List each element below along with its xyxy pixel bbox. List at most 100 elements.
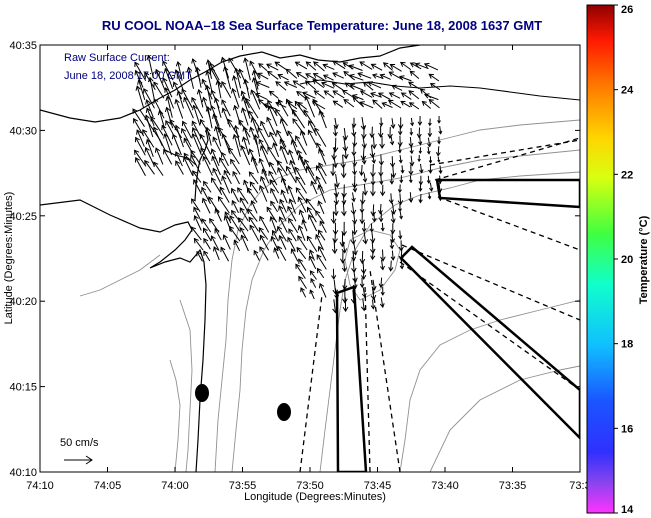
current-vector: [381, 102, 393, 108]
current-vector: [438, 126, 443, 135]
current-vector: [428, 98, 440, 109]
current-vector: [249, 60, 261, 80]
current-vector: [278, 216, 288, 233]
current-vector: [260, 145, 270, 166]
current-vector: [181, 120, 192, 139]
current-vector: [351, 250, 357, 262]
current-vector: [302, 91, 316, 99]
current-vector: [350, 289, 357, 304]
current-vector: [278, 205, 287, 222]
current-vector: [210, 148, 220, 166]
current-vector: [134, 149, 147, 167]
current-vector: [360, 298, 367, 312]
current-vector: [317, 245, 327, 261]
current-vector: [247, 208, 258, 222]
current-vector: [258, 157, 268, 176]
current-vector: [258, 63, 268, 72]
current-vector: [352, 241, 358, 256]
current-vector: [418, 147, 423, 155]
current-vector: [362, 232, 369, 245]
current-vector: [332, 299, 338, 314]
current-vector: [332, 137, 339, 153]
current-vector: [298, 258, 307, 271]
current-vector: [341, 194, 347, 205]
current-vector: [272, 142, 280, 157]
current-vector: [369, 223, 374, 233]
current-vector: [257, 126, 269, 147]
current-vector: [222, 234, 231, 250]
current-vector: [142, 129, 155, 148]
current-vector: [378, 277, 384, 289]
y-tick-label: 40:35: [9, 40, 37, 52]
current-vector: [427, 137, 432, 148]
current-vector: [277, 225, 287, 242]
current-vector: [370, 231, 376, 244]
current-vector: [398, 203, 402, 213]
current-vector: [240, 145, 251, 166]
current-vector: [297, 224, 306, 241]
current-vector: [416, 127, 422, 139]
colorbar-tick-label: 18: [621, 339, 633, 351]
current-vector: [332, 125, 338, 137]
current-vector: [298, 275, 307, 289]
current-vector: [191, 198, 201, 212]
current-vector: [397, 145, 402, 154]
current-vector: [387, 126, 393, 139]
current-vector: [388, 92, 401, 99]
current-vector: [378, 203, 383, 215]
current-vector: [389, 64, 402, 72]
current-vector: [175, 160, 184, 175]
current-vector: [323, 90, 335, 99]
x-tick-label: 73:3: [569, 480, 590, 492]
nj-coastline: [40, 199, 207, 472]
current-vector: [380, 249, 386, 262]
current-vector: [277, 73, 289, 81]
current-vector: [268, 90, 279, 99]
current-vector: [190, 149, 201, 165]
current-vector: [305, 198, 317, 213]
current-vector: [274, 61, 287, 71]
current-vector: [309, 249, 315, 261]
current-vector: [379, 297, 385, 309]
current-vector: [352, 213, 358, 225]
current-annotation-line-1: Raw Surface Current:: [64, 52, 170, 64]
current-vector: [232, 133, 241, 157]
current-vector: [221, 99, 231, 117]
current-vector: [155, 68, 166, 91]
current-vector: [243, 179, 251, 194]
current-vector: [305, 61, 317, 71]
current-vector: [219, 157, 231, 176]
colorbar-label: Temperature (°C): [638, 215, 650, 304]
current-vector: [387, 99, 402, 109]
current-vector: [399, 211, 403, 220]
current-vector: [437, 175, 443, 185]
current-vector: [379, 73, 391, 80]
current-vector: [241, 136, 250, 156]
current-vector: [172, 81, 183, 100]
current-vector: [153, 98, 165, 119]
y-tick-label: 40:25: [9, 211, 37, 223]
x-tick-label: 74:00: [161, 480, 189, 492]
current-vector: [269, 215, 277, 233]
x-tick-label: 73:45: [364, 480, 392, 492]
current-vector: [164, 106, 174, 129]
current-vector: [271, 229, 279, 242]
current-vector: [270, 187, 279, 204]
current-vector: [421, 100, 432, 109]
current-vector: [199, 118, 212, 137]
current-vector: [192, 170, 202, 183]
current-vector: [242, 126, 250, 145]
current-vector: [211, 177, 223, 195]
current-vector: [267, 105, 278, 127]
current-vector: [143, 87, 155, 109]
current-vector: [423, 62, 439, 71]
current-vector: [144, 71, 156, 91]
current-vector: [213, 246, 220, 261]
current-vector: [163, 148, 173, 165]
current-vector: [228, 57, 242, 79]
current-vector: [171, 133, 182, 156]
current-vector: [294, 166, 306, 186]
current-vector: [233, 239, 241, 252]
current-vector: [298, 209, 306, 223]
current-vector: [312, 98, 325, 118]
